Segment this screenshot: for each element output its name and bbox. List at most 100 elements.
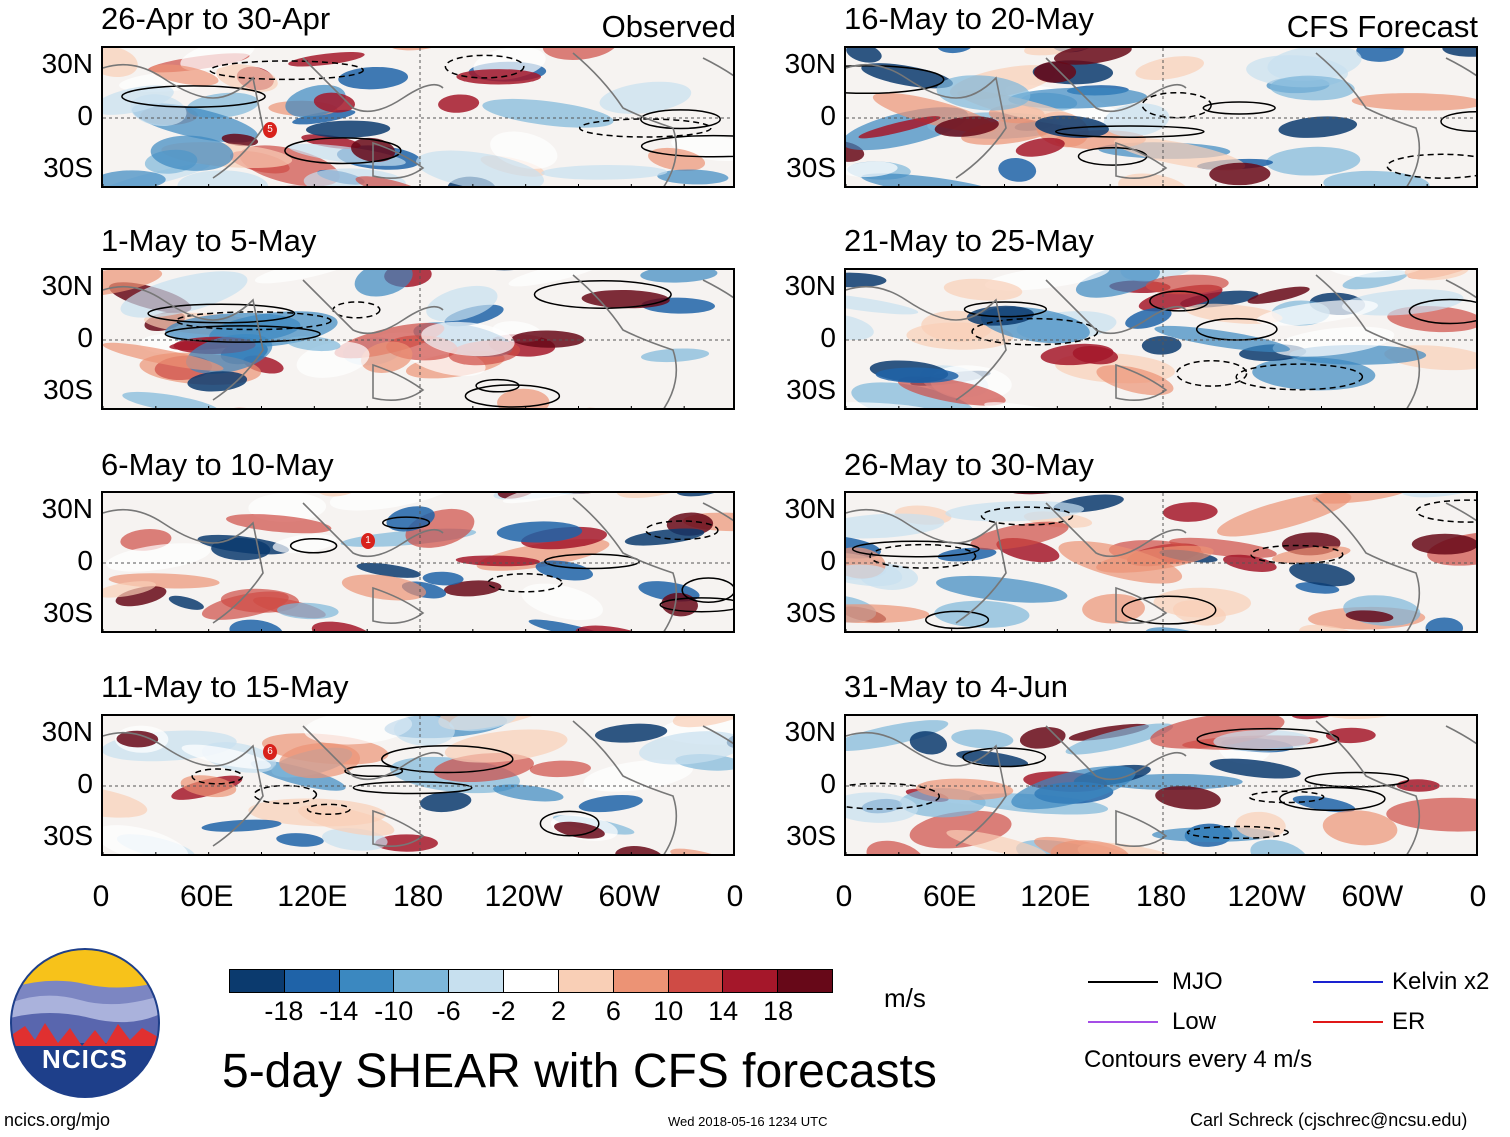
- shear-anomaly-blob: [1250, 839, 1308, 854]
- shear-anomaly-blob: [897, 376, 1006, 406]
- shear-anomaly-blob: [482, 98, 614, 128]
- shear-anomaly-blob: [375, 834, 438, 852]
- shear-anomaly-blob: [1411, 533, 1476, 555]
- colorbar-swatch: [394, 970, 450, 992]
- lat-label: 30S: [43, 152, 93, 183]
- coastline: [1045, 725, 1187, 781]
- shear-anomaly-blob: [508, 270, 604, 287]
- shear-anomaly-blob: [354, 270, 413, 297]
- shear-anomaly-blob: [1011, 765, 1136, 810]
- shear-anomaly-blob: [639, 731, 733, 765]
- coastline: [1115, 141, 1168, 179]
- shear-anomaly-blob: [936, 75, 1031, 111]
- shear-anomaly-blob: [1065, 723, 1174, 755]
- shear-map: 6: [101, 714, 735, 856]
- shear-anomaly-blob: [455, 555, 540, 567]
- shear-anomaly-blob: [1272, 326, 1395, 357]
- shear-anomaly-blob: [1442, 48, 1476, 57]
- shear-anomaly-blob: [1053, 48, 1132, 65]
- mjo-contour: [209, 60, 364, 81]
- mjo-contour: [533, 280, 672, 309]
- shear-anomaly-blob: [1267, 48, 1362, 81]
- mjo-contour: [640, 109, 721, 130]
- shear-anomaly-blob: [1322, 810, 1398, 846]
- footer-url[interactable]: ncics.org/mjo: [4, 1110, 111, 1130]
- legend-mjo-label: MJO: [1172, 968, 1223, 995]
- main-title: 5-day SHEAR with CFS forecasts: [222, 1045, 937, 1098]
- mjo-contour: [1202, 101, 1276, 115]
- shear-anomaly-blob: [1118, 173, 1190, 186]
- mjo-contour: [289, 538, 338, 554]
- shear-anomaly-blob: [279, 742, 361, 779]
- shear-anomaly-blob: [303, 168, 407, 186]
- shear-anomaly-blob: [998, 157, 1037, 182]
- lon-label: 0: [92, 880, 110, 913]
- shear-anomaly-blob: [226, 407, 356, 408]
- lat-label: 30S: [43, 597, 93, 628]
- shear-anomaly-blob: [1114, 137, 1246, 171]
- colorbar-level: -6: [436, 996, 461, 1026]
- mjo-contour: [1440, 110, 1476, 133]
- shear-anomaly-blob: [1272, 546, 1351, 564]
- shear-anomaly-blob: [338, 66, 409, 90]
- coastline: [103, 731, 264, 847]
- coastline: [846, 508, 1007, 624]
- lat-label: 0: [77, 322, 93, 353]
- shear-anomaly-blob: [103, 85, 174, 115]
- mjo-contour: [1121, 595, 1217, 625]
- coastline: [702, 725, 733, 745]
- shear-map: [844, 714, 1478, 856]
- shear-anomaly-blob: [1235, 811, 1286, 839]
- mjo-contour: [578, 118, 712, 138]
- lat-label: 30N: [784, 270, 836, 301]
- coastline: [702, 502, 733, 522]
- shear-anomaly-blob: [1217, 493, 1352, 537]
- storm-marker: 1: [361, 533, 375, 549]
- lon-label: 120W: [1227, 880, 1306, 913]
- mjo-contour: [381, 744, 514, 774]
- shear-anomaly-blob: [583, 759, 694, 792]
- shear-anomaly-blob: [356, 562, 421, 578]
- mjo-contour: [147, 303, 296, 324]
- panel-title: 16-May to 20-May: [844, 1, 1094, 36]
- mjo-contour: [175, 311, 332, 331]
- shear-anomaly-blob: [1141, 336, 1182, 355]
- shear-anomaly-blob: [329, 493, 459, 511]
- shear-anomaly-blob: [1396, 779, 1440, 792]
- lat-label: 0: [77, 100, 93, 131]
- shear-anomaly-blob: [1356, 48, 1404, 62]
- shear-anomaly-blob: [1050, 840, 1130, 854]
- shear-map: [844, 491, 1478, 633]
- shear-anomaly-blob: [1145, 274, 1229, 295]
- shear-anomaly-blob: [916, 778, 1014, 801]
- mjo-contour: [382, 516, 431, 530]
- coastline: [1445, 57, 1476, 77]
- shear-anomaly-blob: [1055, 186, 1137, 188]
- coastline: [702, 279, 733, 299]
- shear-anomaly-blob: [670, 848, 729, 854]
- legend-low-line: [1088, 1021, 1158, 1023]
- colorbar-swatch: [558, 970, 614, 992]
- colorbar-level: 14: [708, 996, 739, 1026]
- shear-anomaly-blob: [594, 723, 668, 743]
- shear-anomaly-blob: [168, 595, 204, 610]
- mjo-contour: [1278, 786, 1386, 812]
- mjo-contour: [925, 610, 990, 630]
- lon-label: 120E: [277, 880, 348, 913]
- shear-anomaly-blob: [216, 63, 278, 93]
- shear-anomaly-blob: [116, 730, 159, 748]
- panel-title: 21-May to 25-May: [844, 223, 1094, 258]
- shear-anomaly-blob: [937, 547, 997, 562]
- shear-anomaly-blob: [937, 48, 974, 54]
- shear-anomaly-blob: [120, 271, 248, 318]
- lat-label: 30N: [41, 493, 93, 524]
- mjo-contour: [344, 764, 404, 778]
- legend-kelvin-line: [1313, 981, 1383, 983]
- shear-anomaly-blob: [279, 187, 375, 188]
- shear-anomaly-blob: [528, 619, 605, 631]
- shear-anomaly-blob: [1292, 795, 1356, 813]
- lat-label: 30S: [786, 820, 836, 851]
- coastline: [1115, 586, 1168, 624]
- shear-anomaly-blob: [122, 391, 219, 408]
- shear-anomaly-blob: [180, 775, 237, 798]
